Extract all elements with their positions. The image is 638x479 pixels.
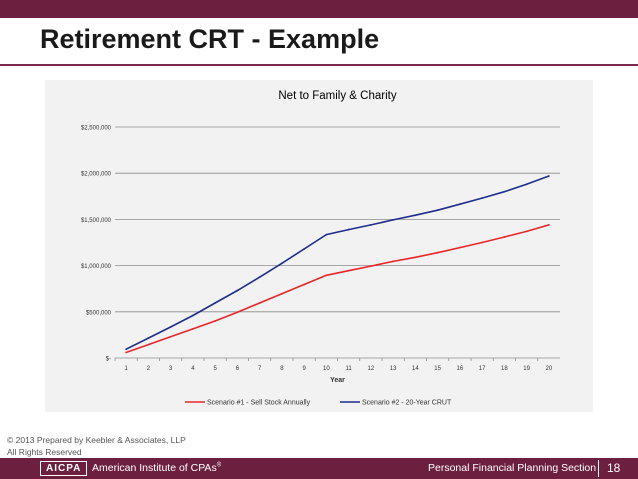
data-point-s1 (125, 351, 128, 354)
footer-section-name: Personal Financial Planning Section (428, 462, 597, 474)
y-tick-label: $1,500,000 (81, 218, 112, 224)
y-tick-label: $2,000,000 (81, 172, 112, 178)
footer-organization: American Institute of CPAs® (92, 462, 221, 474)
x-tick-label: 4 (191, 366, 195, 372)
x-tick-label: 20 (546, 366, 553, 372)
data-point-s2 (147, 337, 150, 340)
footer-bar: AICPA American Institute of CPAs® Person… (0, 458, 638, 479)
data-point-s1 (414, 256, 417, 259)
data-point-s2 (258, 276, 261, 279)
data-point-s2 (458, 203, 461, 206)
y-tick-label: $- (106, 357, 111, 363)
x-tick-label: 17 (479, 366, 486, 372)
y-tick-label: $2,500,000 (81, 126, 112, 132)
data-point-s2 (547, 175, 550, 177)
data-point-s1 (280, 292, 283, 295)
x-tick-label: 13 (390, 366, 397, 372)
title-divider (0, 64, 638, 66)
x-tick-label: 10 (323, 366, 330, 372)
data-point-s2 (236, 289, 239, 292)
data-point-s1 (303, 283, 306, 286)
data-point-s2 (325, 233, 328, 236)
x-tick-label: 8 (280, 366, 284, 372)
data-point-s1 (325, 274, 328, 277)
data-point-s1 (347, 269, 350, 272)
x-tick-label: 12 (368, 366, 375, 372)
data-point-s2 (525, 183, 528, 186)
registered-mark: ® (216, 462, 222, 469)
data-point-s1 (369, 265, 372, 267)
footer-org-name: American Institute of CPAs (92, 462, 217, 474)
copyright-line: © 2013 Prepared by Keebler & Associates,… (7, 435, 186, 445)
data-point-s1 (458, 246, 461, 249)
line-chart: Net to Family & Charity $- $500,000 $1,000,… (81, 90, 560, 407)
data-point-s1 (147, 343, 150, 346)
data-point-s1 (214, 320, 217, 322)
data-point-s2 (347, 228, 350, 231)
y-tick-label: $500,000 (86, 310, 112, 316)
x-tick-label: 11 (346, 366, 353, 372)
page-number: 18 (607, 461, 621, 475)
x-tick-label: 18 (501, 366, 508, 372)
legend-label: Scenario #2 - 20-Year CRUT (362, 400, 452, 407)
x-tick-label: 3 (169, 366, 173, 372)
data-point-s1 (547, 224, 550, 226)
data-point-s2 (303, 248, 306, 250)
data-point-s1 (169, 335, 172, 338)
data-point-s2 (369, 224, 372, 226)
data-point-s2 (436, 209, 439, 212)
data-point-s2 (280, 262, 283, 265)
data-point-s1 (392, 260, 395, 263)
x-tick-label: 19 (523, 366, 530, 372)
x-tick-label: 14 (412, 366, 419, 372)
series-line-2 (125, 175, 550, 350)
data-point-s1 (191, 327, 194, 330)
x-tick-label: 16 (457, 366, 464, 372)
x-tick-label: 7 (258, 366, 262, 372)
data-point-s1 (503, 236, 506, 238)
data-point-s1 (481, 241, 484, 244)
chart-area: Net to Family & Charity $- $500,000 $1,000,… (45, 80, 593, 412)
legend-label: Scenario #1 - Sell Stock Annually (207, 400, 311, 407)
data-point-s2 (503, 190, 506, 193)
data-point-s1 (525, 230, 528, 233)
data-point-s1 (236, 311, 239, 314)
x-tick-label: 15 (434, 366, 441, 372)
x-tick-label: 2 (147, 366, 151, 372)
slide-title: Retirement CRT - Example (40, 24, 380, 54)
top-bar (0, 0, 638, 18)
x-axis-label: Year (330, 377, 345, 384)
copyright-notice: © 2013 Prepared by Keebler & Associates,… (7, 434, 186, 458)
x-tick-label: 9 (302, 366, 306, 372)
aicpa-logo: AICPA (40, 461, 88, 476)
y-tick-label: $1,000,000 (81, 264, 112, 270)
chart-title: Net to Family & Charity (278, 90, 396, 102)
x-tick-label: 6 (236, 366, 240, 372)
x-tick-label: 5 (213, 366, 217, 372)
data-point-s2 (169, 326, 172, 328)
data-point-s2 (214, 302, 217, 304)
data-point-s2 (125, 348, 128, 351)
data-point-s1 (436, 251, 439, 254)
data-point-s2 (481, 197, 484, 200)
footer-separator (598, 460, 599, 477)
series-line-1 (125, 224, 550, 354)
data-point-s2 (392, 218, 395, 221)
data-point-s2 (414, 214, 417, 217)
x-tick-label: 1 (124, 366, 128, 372)
data-point-s2 (191, 314, 194, 317)
data-point-s1 (258, 302, 261, 304)
rights-line: All Rights Reserved (7, 447, 82, 457)
